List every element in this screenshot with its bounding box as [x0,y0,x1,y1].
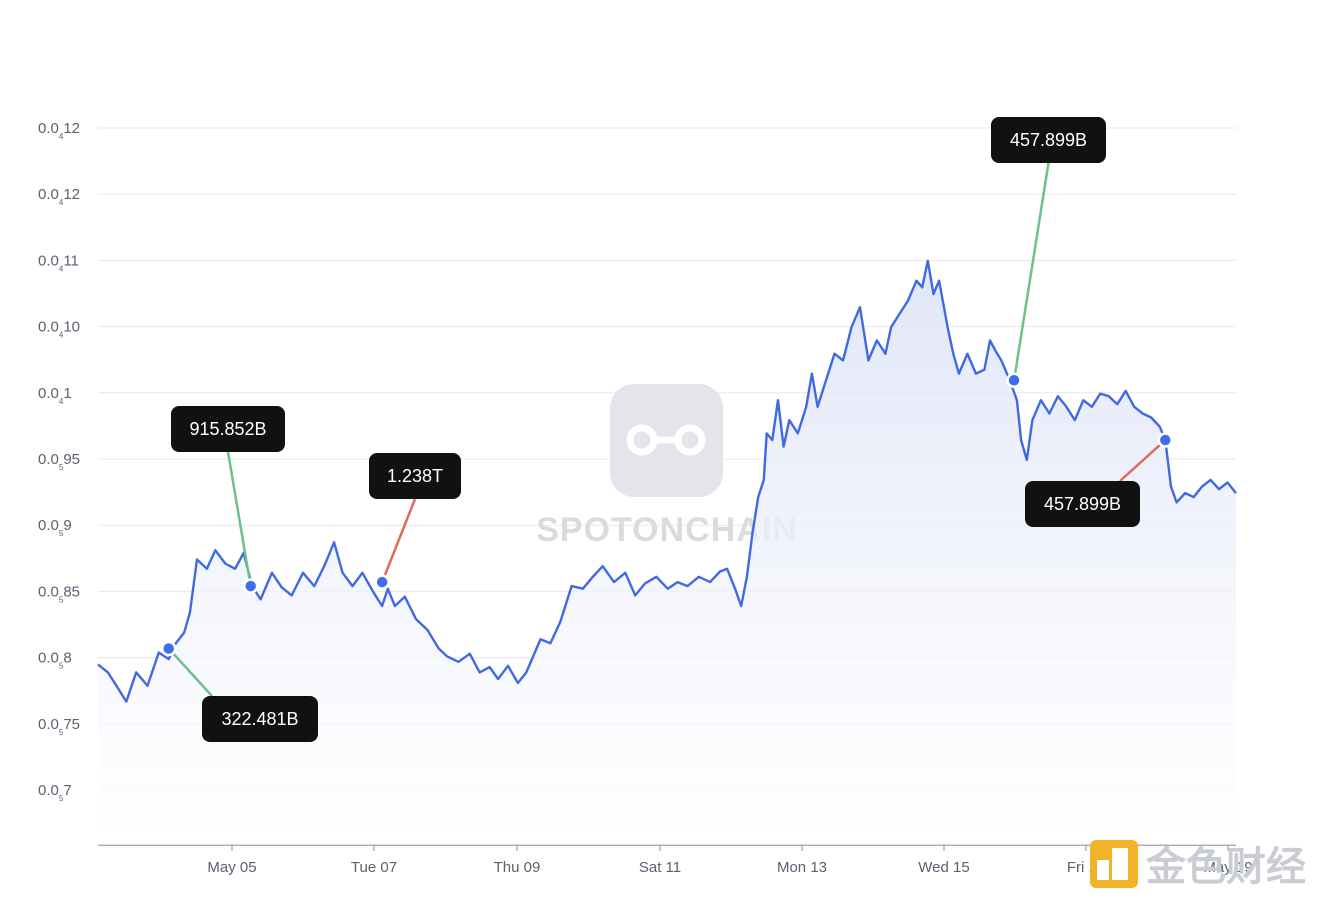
y-axis: 0.0412 0.0412 0.0411 0.0410 0.041 0.0595 0.059… [38,120,80,803]
y-tick-label: 0.0595 [38,451,80,472]
y-tick-label: 0.0585 [38,583,80,604]
annotation-callout [991,117,1106,163]
annotation-leader-line [226,451,252,587]
x-tick-label: May 19 [1203,859,1252,876]
annotation-marker[interactable] [1006,372,1022,389]
annotation-leader-line [380,498,417,583]
jinse-logo-mark-small [1097,860,1109,880]
annotation-marker[interactable] [374,574,390,590]
annotation-label: 915.852B [189,419,266,439]
y-tick-label: 0.0411 [38,252,79,273]
jinse-logo-text: 金色财经 [1145,844,1306,889]
annotation-marker[interactable] [1157,432,1174,448]
annotation-callout [369,453,461,499]
annotation-leader-line [1119,439,1167,482]
annotation-callout [171,406,285,452]
x-tick-label: Thu 09 [494,859,541,876]
annotation-label: 1.238T [387,466,443,486]
y-tick-label: 0.058 [38,650,72,671]
spotonchain-watermark: SPOTONCHAIN [536,384,797,549]
jinse-corner-logo: 金色财经 [1090,840,1306,889]
y-tick-label: 0.041 [38,385,72,406]
y-tick-label: 0.0412 [38,120,80,141]
x-tick-label: Mon 13 [777,859,827,876]
annotation-leader-line [167,647,213,697]
jinse-logo-mark [1112,848,1128,880]
annotation-marker[interactable] [242,578,259,594]
price-area-fill [98,260,1236,845]
y-tick-label: 0.0412 [38,186,80,207]
price-area [98,260,1236,845]
annotation-label: 322.481B [221,709,298,729]
x-tick-label: Tue 07 [351,859,397,876]
x-tick-label: May 05 [207,859,256,876]
x-axis: May 05 Tue 07 Thu 09 Sat 11 Mon 13 Wed 15 Fri … [98,844,1253,876]
annotations: 322.481B 915.852B 1.238T 457.899B 457.899B [160,117,1174,742]
price-line [97,259,1237,703]
annotation-leader-line [1012,162,1050,381]
chain-link-glyph [626,424,706,456]
y-tick-label: 0.057 [38,782,72,803]
annotation-callout [1025,481,1140,527]
x-tick-label: Sat 11 [639,859,681,876]
y-tick-label: 0.0575 [38,716,80,737]
annotation-callout [202,696,318,742]
annotation-marker[interactable] [160,640,177,657]
y-tick-label: 0.059 [38,517,72,538]
annotation-label: 457.899B [1044,494,1121,514]
price-line-series [97,259,1237,703]
y-tick-label: 0.0410 [38,319,80,340]
annotation-label: 457.899B [1010,130,1087,150]
x-tick-label: Wed 15 [918,859,969,876]
